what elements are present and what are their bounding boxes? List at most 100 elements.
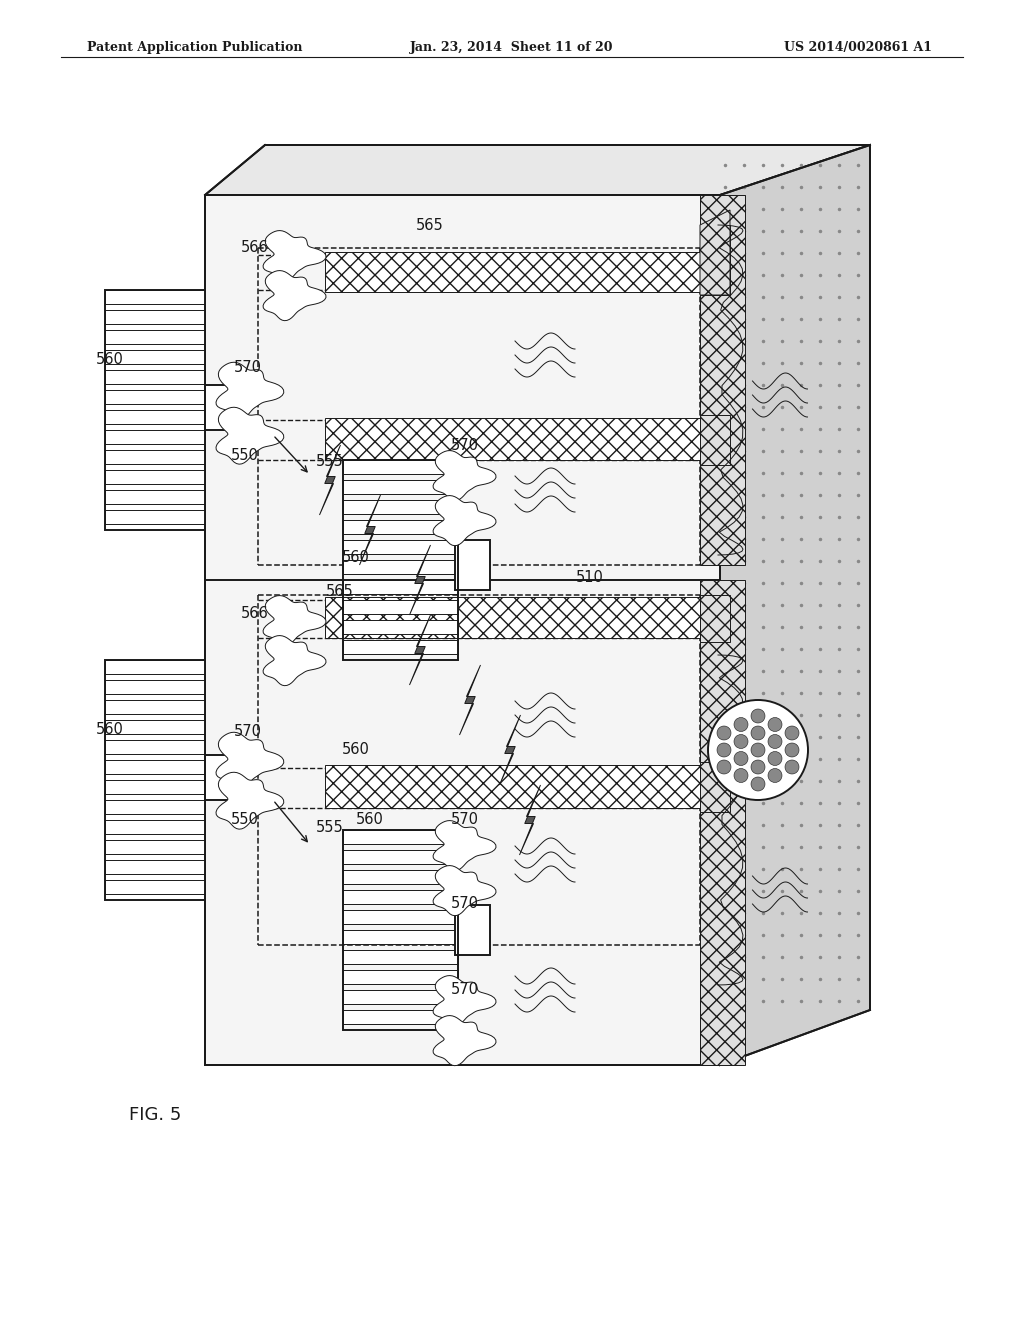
Polygon shape (433, 975, 496, 1026)
Bar (342, 909, 458, 924)
Bar (105, 330, 205, 343)
Bar (105, 350, 205, 363)
Text: 570: 570 (234, 725, 262, 739)
Circle shape (734, 718, 748, 731)
Text: 570: 570 (451, 982, 479, 998)
Text: 560: 560 (96, 722, 124, 738)
Circle shape (717, 760, 731, 774)
Polygon shape (433, 821, 496, 871)
Polygon shape (216, 408, 284, 465)
Bar (105, 760, 205, 774)
Text: 555: 555 (316, 821, 344, 836)
Bar (342, 830, 458, 1030)
Circle shape (751, 709, 765, 723)
Circle shape (751, 777, 765, 791)
Polygon shape (216, 362, 284, 420)
Circle shape (768, 734, 782, 748)
Text: 560: 560 (342, 549, 370, 565)
Text: 560: 560 (96, 352, 124, 367)
Polygon shape (359, 495, 381, 565)
Circle shape (751, 760, 765, 774)
Text: 570: 570 (451, 895, 479, 911)
Polygon shape (700, 762, 730, 812)
Circle shape (768, 768, 782, 783)
Polygon shape (433, 495, 496, 545)
Polygon shape (700, 414, 730, 465)
Circle shape (717, 743, 731, 756)
Bar (342, 850, 458, 863)
Bar (342, 620, 458, 634)
Circle shape (734, 734, 748, 748)
Bar (105, 680, 205, 693)
Circle shape (785, 760, 799, 774)
Bar (105, 310, 205, 323)
Bar (105, 800, 205, 813)
Polygon shape (433, 450, 496, 500)
Polygon shape (205, 145, 870, 195)
Bar (342, 540, 458, 553)
Circle shape (734, 751, 748, 766)
Bar (105, 840, 205, 854)
Bar (342, 950, 458, 964)
Bar (105, 430, 205, 444)
Text: 550: 550 (231, 447, 259, 462)
Polygon shape (455, 906, 490, 954)
Circle shape (751, 726, 765, 741)
Polygon shape (433, 866, 496, 916)
Text: 560: 560 (342, 742, 370, 758)
Bar (342, 601, 458, 614)
Bar (105, 450, 205, 463)
Bar (105, 861, 205, 874)
Bar (105, 290, 205, 531)
Text: Jan. 23, 2014  Sheet 11 of 20: Jan. 23, 2014 Sheet 11 of 20 (411, 41, 613, 54)
Text: 566: 566 (241, 606, 269, 622)
Text: 510: 510 (577, 569, 604, 585)
Polygon shape (216, 733, 284, 789)
Bar (342, 890, 458, 904)
Polygon shape (700, 595, 730, 642)
Circle shape (785, 743, 799, 756)
Polygon shape (455, 540, 490, 590)
Polygon shape (410, 545, 430, 615)
Bar (342, 560, 458, 574)
Bar (105, 700, 205, 714)
Polygon shape (460, 665, 480, 735)
Text: 566: 566 (241, 240, 269, 256)
Bar (342, 931, 458, 944)
Bar (342, 830, 458, 843)
Polygon shape (319, 445, 341, 515)
Text: 570: 570 (451, 437, 479, 453)
Text: US 2014/0020861 A1: US 2014/0020861 A1 (783, 41, 932, 54)
Bar (105, 660, 205, 673)
Polygon shape (700, 195, 745, 565)
Polygon shape (433, 1015, 496, 1065)
Text: 565: 565 (326, 585, 354, 599)
Bar (105, 290, 205, 304)
Polygon shape (700, 224, 730, 294)
Polygon shape (216, 772, 284, 829)
Bar (105, 490, 205, 504)
Polygon shape (500, 715, 520, 785)
Text: 570: 570 (451, 813, 479, 828)
Bar (105, 780, 205, 793)
Bar (105, 470, 205, 483)
Polygon shape (263, 595, 326, 645)
Polygon shape (325, 597, 700, 638)
Text: 560: 560 (356, 813, 384, 828)
Polygon shape (325, 252, 700, 292)
Bar (105, 370, 205, 384)
Bar (342, 970, 458, 983)
Polygon shape (720, 145, 870, 1065)
Polygon shape (325, 766, 700, 808)
Polygon shape (519, 785, 541, 855)
Text: Patent Application Publication: Patent Application Publication (87, 41, 302, 54)
Text: 570: 570 (234, 359, 262, 375)
Circle shape (751, 743, 765, 756)
Bar (342, 990, 458, 1003)
Bar (342, 520, 458, 533)
Circle shape (768, 751, 782, 766)
Circle shape (785, 726, 799, 741)
Polygon shape (263, 271, 326, 321)
Circle shape (768, 718, 782, 731)
Bar (105, 411, 205, 424)
